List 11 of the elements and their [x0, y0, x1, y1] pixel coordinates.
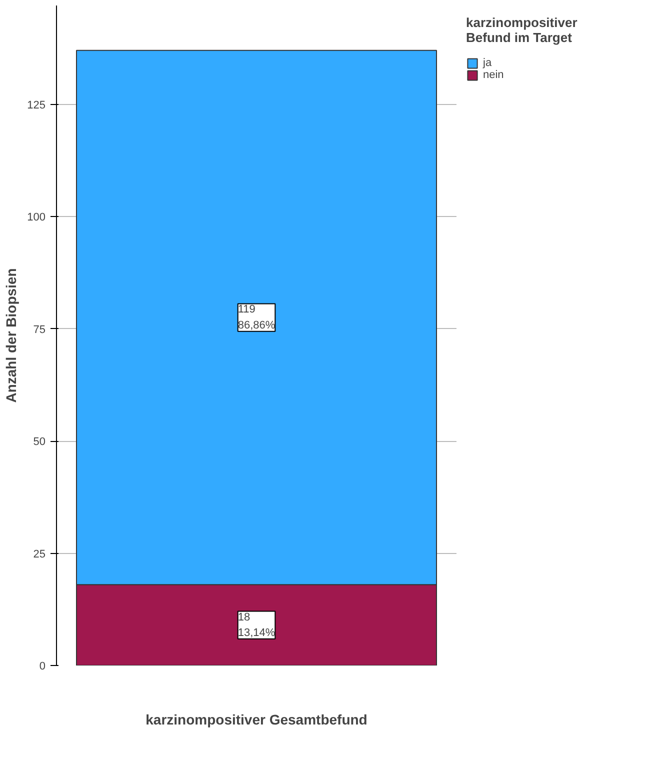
- y-tick-label: 125: [27, 99, 46, 112]
- y-tick-label: 50: [33, 436, 46, 448]
- y-axis-title: Anzahl der Biopsien: [3, 268, 20, 403]
- y-tick-label: 25: [33, 548, 46, 560]
- y-tick-label: 0: [39, 660, 46, 672]
- y-tick-label: 100: [27, 212, 46, 224]
- legend-title: karzinompositiver Befund im Target: [466, 15, 578, 45]
- legend-label: ja: [483, 57, 493, 69]
- legend-label: nein: [483, 69, 504, 81]
- y-tick-label: 75: [33, 324, 46, 336]
- x-axis-title: karzinompositiver Gesamtbefund: [146, 712, 368, 728]
